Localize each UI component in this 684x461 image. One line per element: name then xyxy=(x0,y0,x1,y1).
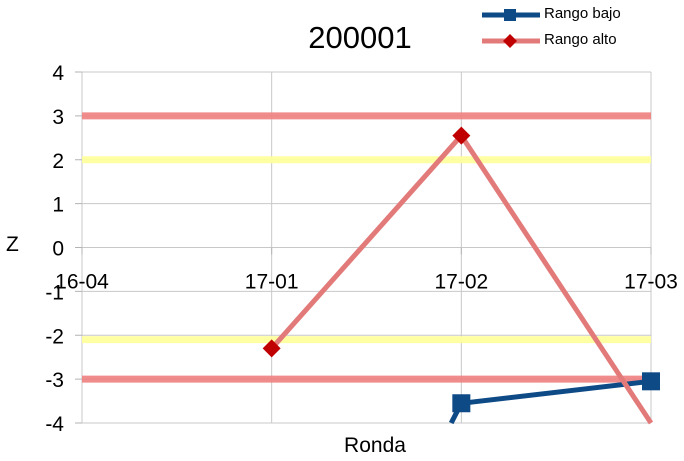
tick-labels: 4 3 2 1 0 -1 -2 -3 -4 16-04 17-01 17-02 17-03 xyxy=(45,62,678,436)
series-line-rango-bajo xyxy=(448,378,652,425)
y-tick-label: -2 xyxy=(45,325,64,348)
y-tick-label: -1 xyxy=(45,281,64,304)
y-tick-label: -3 xyxy=(45,369,64,392)
legend: Rango bajo Rango alto xyxy=(482,2,682,54)
reference-lines xyxy=(82,112,651,383)
chart-title: 200001 xyxy=(308,20,412,55)
series xyxy=(262,126,660,425)
y-tick-label: 4 xyxy=(52,62,64,85)
y-tick-label: 1 xyxy=(52,194,64,217)
legend-swatch-rango-bajo xyxy=(482,9,540,21)
y-tick-label: 3 xyxy=(52,106,64,129)
x-tick-label: 17-03 xyxy=(624,271,678,294)
data-point xyxy=(642,372,660,391)
data-point xyxy=(452,394,471,413)
x-axis-label: Ronda xyxy=(344,434,406,457)
y-tick-label: -4 xyxy=(45,413,64,436)
data-point xyxy=(262,339,281,358)
legend-item-rango-bajo: Rango bajo xyxy=(482,2,682,28)
x-tick-label: 16-04 xyxy=(55,271,109,294)
y-axis-label: Z xyxy=(6,233,19,256)
legend-label: Rango alto xyxy=(544,31,617,48)
y-tick-label: 0 xyxy=(52,238,64,261)
legend-swatch-rango-alto xyxy=(482,34,540,48)
x-tick-label: 17-02 xyxy=(434,271,488,294)
x-tick-label: 17-01 xyxy=(245,271,299,294)
legend-item-rango-alto: Rango alto xyxy=(482,28,682,54)
y-tick-label: 2 xyxy=(52,150,64,173)
legend-label: Rango bajo xyxy=(544,5,621,22)
data-point xyxy=(452,126,471,145)
